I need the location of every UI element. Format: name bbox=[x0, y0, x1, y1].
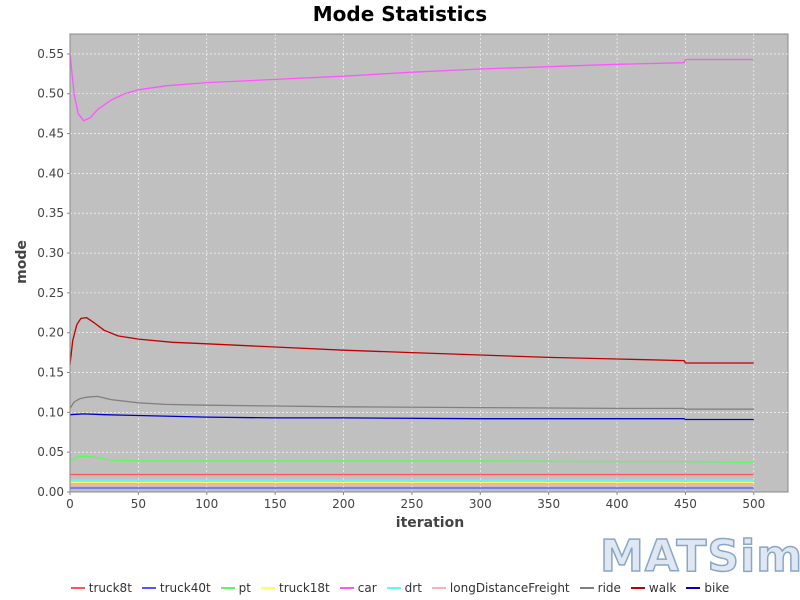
legend-item-truck40t: truck40t bbox=[141, 581, 211, 595]
legend-swatch bbox=[686, 587, 701, 589]
legend: truck8t truck40t pt truck18t car drt longDista… bbox=[0, 578, 800, 598]
y-tick-label: 0.00 bbox=[37, 485, 64, 499]
x-tick-label: 50 bbox=[131, 497, 146, 511]
x-tick-label: 350 bbox=[537, 497, 560, 511]
legend-swatch bbox=[70, 587, 85, 589]
legend-label: ride bbox=[597, 581, 621, 595]
y-tick-label: 0.20 bbox=[37, 326, 64, 340]
y-tick-label: 0.45 bbox=[37, 127, 64, 141]
chart-title: Mode Statistics bbox=[312, 2, 488, 26]
series-layer bbox=[69, 53, 754, 489]
legend-label: car bbox=[357, 581, 377, 595]
legend-swatch bbox=[220, 587, 235, 589]
legend-swatch bbox=[431, 587, 446, 589]
matsim-logo: MATSim bbox=[599, 531, 800, 583]
y-tick-label: 0.55 bbox=[37, 47, 64, 61]
series-line-pt bbox=[69, 455, 754, 464]
series-line-ride bbox=[69, 395, 754, 410]
legend-swatch bbox=[386, 587, 401, 589]
x-tick-label: 300 bbox=[469, 497, 492, 511]
axes: 0.00 0.05 0.10 0.15 0.20 0.25 0.30 0.35 0.40 0.45… bbox=[37, 34, 788, 511]
legend-item-longDistanceFreight: longDistanceFreight bbox=[431, 581, 570, 595]
legend-item-truck8t: truck8t bbox=[70, 581, 132, 595]
series-line-walk bbox=[69, 316, 754, 365]
legend-label: truck8t bbox=[88, 581, 132, 595]
legend-label: bike bbox=[704, 581, 730, 595]
legend-swatch bbox=[579, 587, 594, 589]
legend-swatch bbox=[339, 587, 354, 589]
legend-label: pt bbox=[238, 581, 251, 595]
legend-label: truck40t bbox=[159, 581, 211, 595]
y-tick-label: 0.15 bbox=[37, 366, 64, 380]
legend-item-bike: bike bbox=[686, 581, 729, 595]
plot-background bbox=[69, 33, 789, 493]
legend-swatch bbox=[141, 587, 156, 589]
legend-item-car: car bbox=[339, 581, 377, 595]
y-tick-label: 0.35 bbox=[37, 206, 64, 220]
x-tick-label: 500 bbox=[742, 497, 765, 511]
legend-item-walk: walk bbox=[630, 581, 677, 595]
legend-swatch bbox=[630, 587, 645, 589]
y-axis-title: mode bbox=[14, 240, 30, 284]
x-tick-label: 450 bbox=[674, 497, 697, 511]
legend-item-truck18t: truck18t bbox=[261, 581, 330, 595]
legend-label: walk bbox=[648, 581, 677, 595]
series-line-bike bbox=[69, 413, 754, 421]
y-tick-label: 0.25 bbox=[37, 286, 64, 300]
legend-item-ride: ride bbox=[579, 581, 621, 595]
x-tick-label: 250 bbox=[400, 497, 423, 511]
legend-label: longDistanceFreight bbox=[449, 581, 570, 595]
legend-item-pt: pt bbox=[220, 581, 251, 595]
legend-item-drt: drt bbox=[386, 581, 422, 595]
y-tick-label: 0.10 bbox=[37, 405, 64, 419]
plot-area bbox=[69, 33, 789, 493]
y-tick-label: 0.30 bbox=[37, 246, 64, 260]
y-tick-label: 0.50 bbox=[37, 87, 64, 101]
series-line-car bbox=[69, 53, 754, 122]
legend-label: truck18t bbox=[279, 581, 330, 595]
x-tick-label: 0 bbox=[66, 497, 74, 511]
x-tick-label: 100 bbox=[195, 497, 218, 511]
y-tick-label: 0.05 bbox=[37, 445, 64, 459]
x-tick-label: 400 bbox=[606, 497, 629, 511]
x-axis-title: iteration bbox=[396, 515, 464, 531]
y-tick-label: 0.40 bbox=[37, 166, 64, 180]
legend-label: drt bbox=[404, 581, 422, 595]
x-tick-label: 150 bbox=[264, 497, 287, 511]
x-tick-label: 200 bbox=[332, 497, 355, 511]
grid-lines bbox=[69, 34, 788, 493]
legend-swatch bbox=[261, 587, 275, 589]
